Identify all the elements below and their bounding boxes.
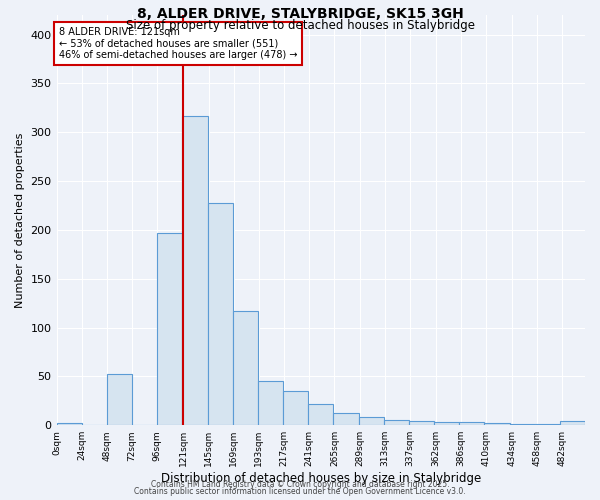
Text: Contains HM Land Registry data © Crown copyright and database right 2025.: Contains HM Land Registry data © Crown c… — [151, 480, 449, 489]
Bar — [56, 424, 82, 425]
Bar — [258, 382, 283, 425]
Bar — [359, 418, 383, 425]
Bar — [484, 424, 509, 425]
Text: Contains public sector information licensed under the Open Government Licence v3: Contains public sector information licen… — [134, 488, 466, 496]
Text: 8 ALDER DRIVE: 121sqm
← 53% of detached houses are smaller (551)
46% of semi-det: 8 ALDER DRIVE: 121sqm ← 53% of detached … — [59, 26, 297, 60]
Y-axis label: Number of detached properties: Number of detached properties — [15, 132, 25, 308]
Bar — [535, 424, 560, 425]
Bar — [434, 422, 459, 425]
Text: Size of property relative to detached houses in Stalybridge: Size of property relative to detached ho… — [125, 19, 475, 32]
Bar — [157, 233, 182, 425]
Bar — [283, 391, 308, 425]
Bar — [233, 311, 258, 425]
Bar — [182, 116, 208, 425]
Bar — [107, 374, 132, 425]
Bar — [509, 424, 535, 425]
Bar — [208, 202, 233, 425]
X-axis label: Distribution of detached houses by size in Stalybridge: Distribution of detached houses by size … — [161, 472, 481, 485]
Bar — [459, 422, 484, 425]
Bar — [383, 420, 409, 425]
Bar — [334, 412, 359, 425]
Bar — [409, 422, 434, 425]
Bar — [560, 422, 585, 425]
Bar — [308, 404, 334, 425]
Text: 8, ALDER DRIVE, STALYBRIDGE, SK15 3GH: 8, ALDER DRIVE, STALYBRIDGE, SK15 3GH — [137, 8, 463, 22]
